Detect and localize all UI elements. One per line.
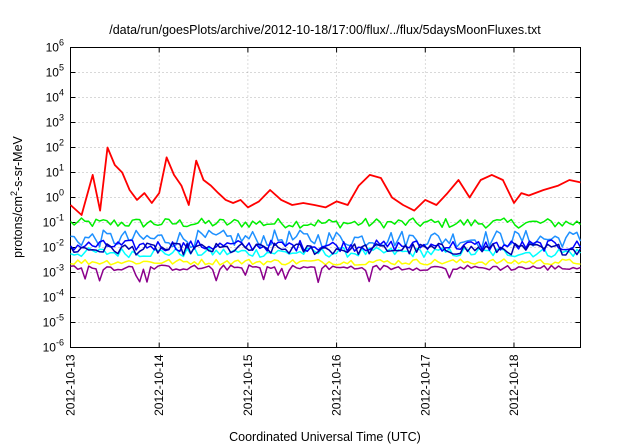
y-axis-label-pre: protons/cm — [11, 196, 25, 258]
series-line-1 — [69, 217, 582, 229]
y-tick-base: 10 — [46, 91, 60, 105]
y-tick-base: 10 — [43, 316, 57, 330]
series-line-6 — [70, 258, 581, 266]
y-tick-exp: -3 — [56, 263, 64, 273]
series-line-3 — [70, 229, 582, 249]
y-tick-exp: 4 — [59, 88, 64, 98]
x-axis: 2012-10-13 2012-10-14 2012-10-15 2012-10-16… — [64, 47, 521, 416]
y-tick-exp: 2 — [59, 138, 64, 148]
x-tick-label: 2012-10-18 — [507, 354, 521, 416]
series-line-5 — [69, 242, 582, 256]
x-tick-label: 2012-10-14 — [152, 354, 166, 416]
y-axis-label-sup: 2 — [9, 191, 19, 196]
y-tick-base: 10 — [43, 241, 57, 255]
y-tick-exp: -1 — [56, 213, 64, 223]
x-tick-label: 2012-10-13 — [64, 354, 78, 416]
series-layer — [69, 146, 582, 284]
y-tick-label: 10-5 — [43, 313, 64, 330]
y-tick-base: 10 — [46, 116, 60, 130]
y-tick-base: 10 — [46, 41, 60, 55]
chart-title: /data/run/goesPlots/archive/2012-10-18/1… — [109, 23, 541, 37]
y-tick-exp: -6 — [56, 338, 64, 348]
y-tick-label: 10-1 — [43, 213, 64, 230]
y-tick-label: 10-6 — [43, 338, 64, 355]
y-axis-label: protons/cm2-s-sr-MeV — [9, 135, 25, 257]
y-tick-label: 106 — [46, 38, 64, 55]
y-tick-label: 102 — [46, 138, 64, 155]
y-tick-exp: -5 — [56, 313, 64, 323]
y-tick-base: 10 — [46, 141, 60, 155]
x-axis-label: Coordinated Universal Time (UTC) — [229, 430, 421, 444]
y-tick-exp: -2 — [56, 238, 64, 248]
x-tick-label: 2012-10-15 — [241, 354, 255, 416]
x-tick-label: 2012-10-16 — [330, 354, 344, 416]
y-tick-label: 105 — [46, 63, 64, 80]
y-tick-label: 100 — [46, 188, 64, 205]
y-tick-exp: 5 — [59, 63, 64, 73]
y-tick-base: 10 — [43, 266, 57, 280]
y-axis-label-post: -s-sr-MeV — [11, 135, 25, 191]
y-tick-label: 10-4 — [43, 288, 64, 305]
y-tick-label: 103 — [46, 113, 64, 130]
y-tick-exp: 0 — [59, 188, 64, 198]
y-tick-base: 10 — [43, 291, 57, 305]
y-tick-base: 10 — [43, 216, 57, 230]
y-tick-base: 10 — [46, 191, 60, 205]
series-line-7 — [70, 264, 581, 284]
y-tick-exp: 3 — [59, 113, 64, 123]
x-tick-label: 2012-10-17 — [418, 354, 432, 416]
y-tick-label: 10-3 — [43, 263, 64, 280]
y-tick-base: 10 — [43, 341, 57, 355]
y-tick-exp: -4 — [56, 288, 64, 298]
y-tick-exp: 6 — [59, 38, 64, 48]
y-tick-base: 10 — [46, 166, 60, 180]
y-tick-base: 10 — [46, 66, 60, 80]
y-axis: 10610510410310210110010-110-210-310-410-… — [43, 38, 581, 355]
series-line-0 — [69, 146, 581, 216]
grid — [70, 47, 581, 348]
y-tick-label: 101 — [46, 163, 64, 180]
y-tick-label: 10-2 — [43, 238, 64, 255]
y-tick-label: 104 — [46, 88, 64, 105]
y-tick-exp: 1 — [59, 163, 64, 173]
